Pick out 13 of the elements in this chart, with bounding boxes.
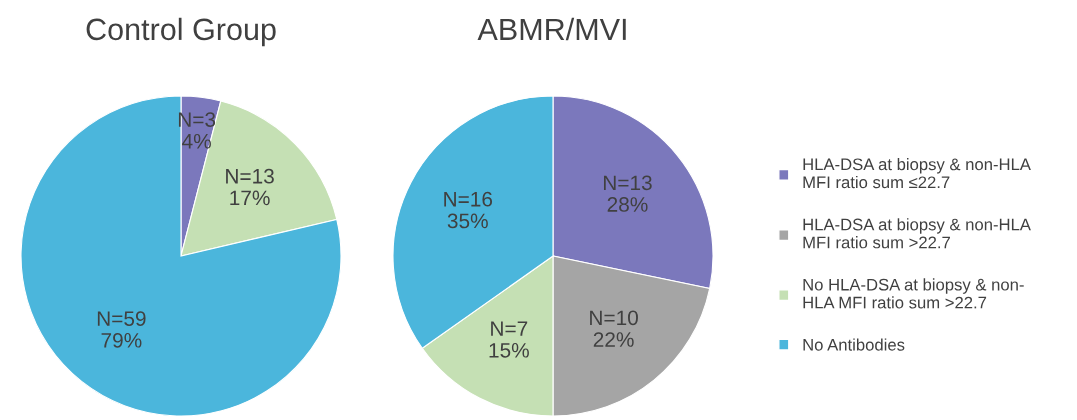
data-label: N=16 35% [444,191,493,229]
legend-label: No HLA-DSA at biopsy & non- HLA MFI ratio sum >22.7 [803,278,1024,309]
pie-slice [20,95,342,417]
legend-label: HLA-DSA at biopsy & non-HLA MFI ratio sum ≤22.7 [803,158,1031,189]
data-label: N=59 79% [97,311,146,348]
chart-title: ABMR/MVI [477,17,626,41]
data-label: N=13 17% [226,168,274,206]
data-label: N=10 22% [590,310,638,347]
chart-title: Control Group [86,17,276,47]
legend-label: HLA-DSA at biopsy & non-HLA MFI ratio sum >22.7 [803,218,1031,249]
data-label: N=7 15% [489,321,529,358]
legend-label: No Antibodies [803,338,905,351]
data-label: N=13 28% [603,175,652,212]
